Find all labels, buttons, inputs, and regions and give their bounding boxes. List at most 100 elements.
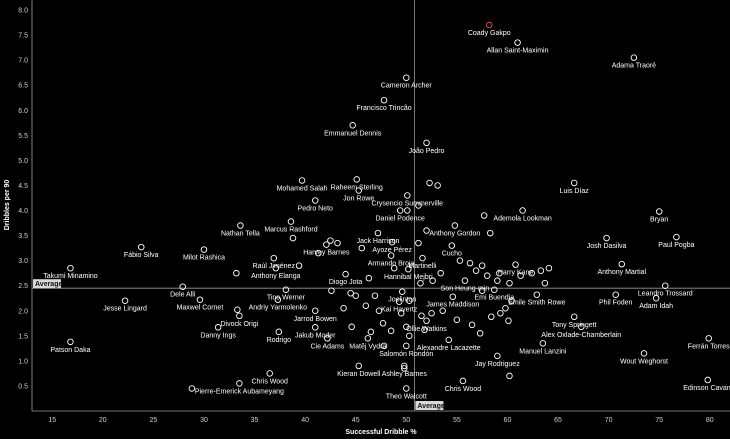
point-label: Hannibal Mejbri [384,274,433,281]
data-point [375,307,383,315]
data-point [618,260,626,268]
data-point [289,234,297,242]
point-label: Jarrod Bowen [294,316,337,323]
point-label: Alexandre Lacazette [417,345,481,352]
data-point [237,222,244,229]
data-point [311,324,319,331]
point-label: Pedro Neto [298,205,334,212]
x-axis-title: Successful Dribble % [345,429,417,436]
data-point [327,237,334,244]
point-label: Crysencio Summerville [372,200,444,207]
point-label: Jesse Lingard [103,306,147,313]
point-label: Emi Buendia [474,295,514,302]
data-point [570,179,578,187]
point-label: Daniel Podence [376,216,426,223]
point-label: Nathan Tella [221,231,260,238]
point-label: Jack Harrison [357,238,400,245]
data-point [324,335,331,342]
x-tick-label: 50 [402,417,410,424]
data-point [406,332,413,340]
x-tick-label: 70 [605,417,613,424]
y-tick-label: 1.5 [18,333,28,340]
data-point [367,328,375,336]
point-label: Emile Smith Rowe [508,300,565,307]
point-label: Cie Adams [310,343,344,350]
data-point [533,291,541,298]
data-point [358,244,366,252]
data-point [418,312,425,320]
y-tick-label: 3.5 [18,233,28,240]
point-label: Ferrán Torres [688,343,730,350]
data-point [545,264,553,272]
point-label: Rodrigo [267,337,292,344]
data-point [349,122,356,129]
data-point [396,207,404,214]
point-label: Tino Werner [267,295,306,302]
point-label: Armando Broja [368,261,415,268]
data-point [612,291,619,298]
data-point [415,239,422,247]
data-point [401,365,408,372]
x-tick-label: 25 [149,417,157,424]
data-point [437,269,444,277]
data-point [423,139,430,147]
data-point [397,310,405,317]
data-point [652,294,660,302]
point-label: Matěj Vydra [349,343,386,350]
point-label: Maxwel Cornet [177,305,224,312]
point-label: Marcus Rashford [264,227,317,234]
data-point [478,262,486,269]
point-label: Joelinton [388,297,416,304]
y-tick-label: 7.5 [18,33,28,40]
data-point [466,259,474,267]
point-label: Allan Saint-Maximin [487,48,549,55]
data-point [403,385,410,392]
y-tick-label: 6.0 [18,108,28,115]
y-tick-label: 2.5 [18,283,28,290]
data-point [323,241,330,248]
y-tick-label: 0.5 [18,383,28,390]
data-point [364,335,372,342]
data-point [630,54,638,61]
data-point [449,293,457,300]
x-tick-label: 15 [48,417,56,424]
y-tick-label: 2.0 [18,308,28,315]
data-point [188,385,196,392]
x-tick-label: 20 [99,417,107,424]
average-y-label-box [33,279,61,289]
data-point [298,177,306,184]
data-point [403,74,410,81]
data-point [704,376,711,384]
data-point [404,207,411,214]
data-point [662,282,669,289]
data-point [448,242,456,249]
point-label: Martinelli [408,263,436,270]
data-point [347,289,354,297]
data-point [578,323,585,331]
point-label: Ayoze Pérez [372,247,412,254]
point-label: Josh Dasilva [587,243,627,250]
data-point [528,269,535,277]
average-x-label-box [415,401,444,410]
data-point [439,307,446,315]
data-point [340,305,347,312]
average-y-label: Average [35,281,62,288]
point-label: Ollie Watkins [406,326,447,333]
data-point [497,310,504,317]
point-label: Anthony Martial [597,269,646,276]
point-label: Chris Wood [251,378,288,385]
data-point [417,279,424,287]
data-point [275,328,283,336]
data-point [395,298,403,305]
point-label: Manuel Lanzini [519,348,567,355]
data-point [200,246,208,253]
point-label: Patson Daka [50,347,90,354]
point-label: Adama Traoré [612,63,656,70]
y-tick-label: 4.5 [18,183,28,190]
data-point [445,336,453,344]
data-point [537,267,545,274]
data-point [233,269,240,277]
data-point [423,227,430,234]
data-point [342,270,349,278]
data-point [705,335,713,342]
